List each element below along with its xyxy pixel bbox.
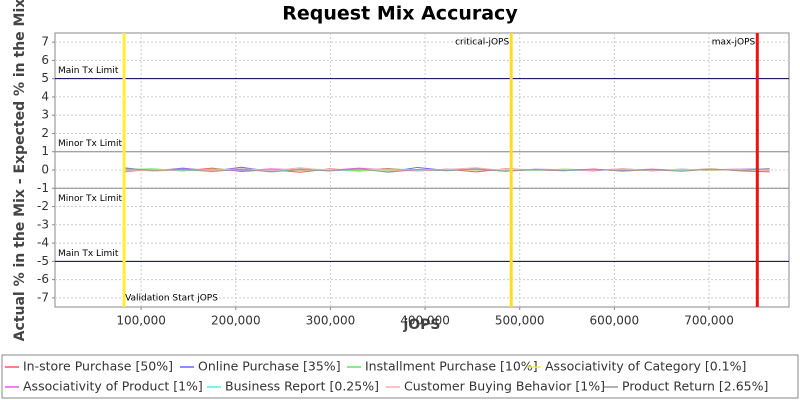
x-tick-label: 100,000	[116, 314, 166, 328]
y-tick-label: 7	[41, 35, 49, 49]
y-tick-label: -4	[37, 236, 49, 250]
y-tick-label: 5	[41, 71, 49, 85]
y-tick-label: 3	[41, 108, 49, 122]
x-tick-label: 200,000	[211, 314, 261, 328]
y-tick-label: -2	[37, 199, 49, 213]
y-tick-label: 2	[41, 126, 49, 140]
legend-label: Customer Buying Behavior [1%]	[404, 379, 605, 394]
legend-label: Installment Purchase [10%]	[365, 359, 538, 374]
x-axis-label: jOPS	[402, 317, 440, 333]
y-tick-label: 6	[41, 53, 49, 67]
legend-label: Associativity of Product [1%]	[23, 379, 203, 394]
x-tick-label: 500,000	[495, 314, 545, 328]
limit-label: Main Tx Limit	[58, 66, 119, 76]
legend-label: Associativity of Category [0.1%]	[545, 359, 746, 374]
y-tick-label: 0	[41, 163, 49, 177]
legend-label: Business Report [0.25%]	[225, 379, 379, 394]
x-tick-label: 400,000	[400, 314, 450, 328]
y-tick-label: 1	[41, 144, 49, 158]
limit-label: Minor Tx Limit	[58, 139, 123, 149]
legend-label: In-store Purchase [50%]	[23, 359, 173, 374]
marker-label: Validation Start jOPS	[125, 294, 218, 304]
y-tick-label: -1	[37, 181, 49, 195]
y-tick-label: -3	[37, 217, 49, 231]
x-tick-label: 700,000	[684, 314, 734, 328]
legend	[1, 354, 799, 399]
y-axis-label: Actual % in the Mix - Expected % in the …	[12, 0, 28, 341]
marker-label: max-jOPS	[712, 38, 756, 48]
x-tick-label: 600,000	[590, 314, 640, 328]
y-tick-label: 4	[41, 89, 49, 103]
legend-label: Product Return [2.65%]	[622, 379, 768, 394]
legend-label: Online Purchase [35%]	[198, 359, 341, 374]
limit-label: Minor Tx Limit	[58, 194, 123, 204]
limit-label: Main Tx Limit	[58, 249, 119, 259]
chart-title: Request Mix Accuracy	[282, 3, 518, 25]
y-tick-label: -5	[37, 254, 49, 268]
y-tick-label: -6	[37, 272, 49, 286]
series-line	[124, 168, 770, 173]
x-tick-label: 300,000	[306, 314, 356, 328]
y-tick-label: -7	[37, 290, 49, 304]
marker-label: critical-jOPS	[455, 38, 509, 48]
